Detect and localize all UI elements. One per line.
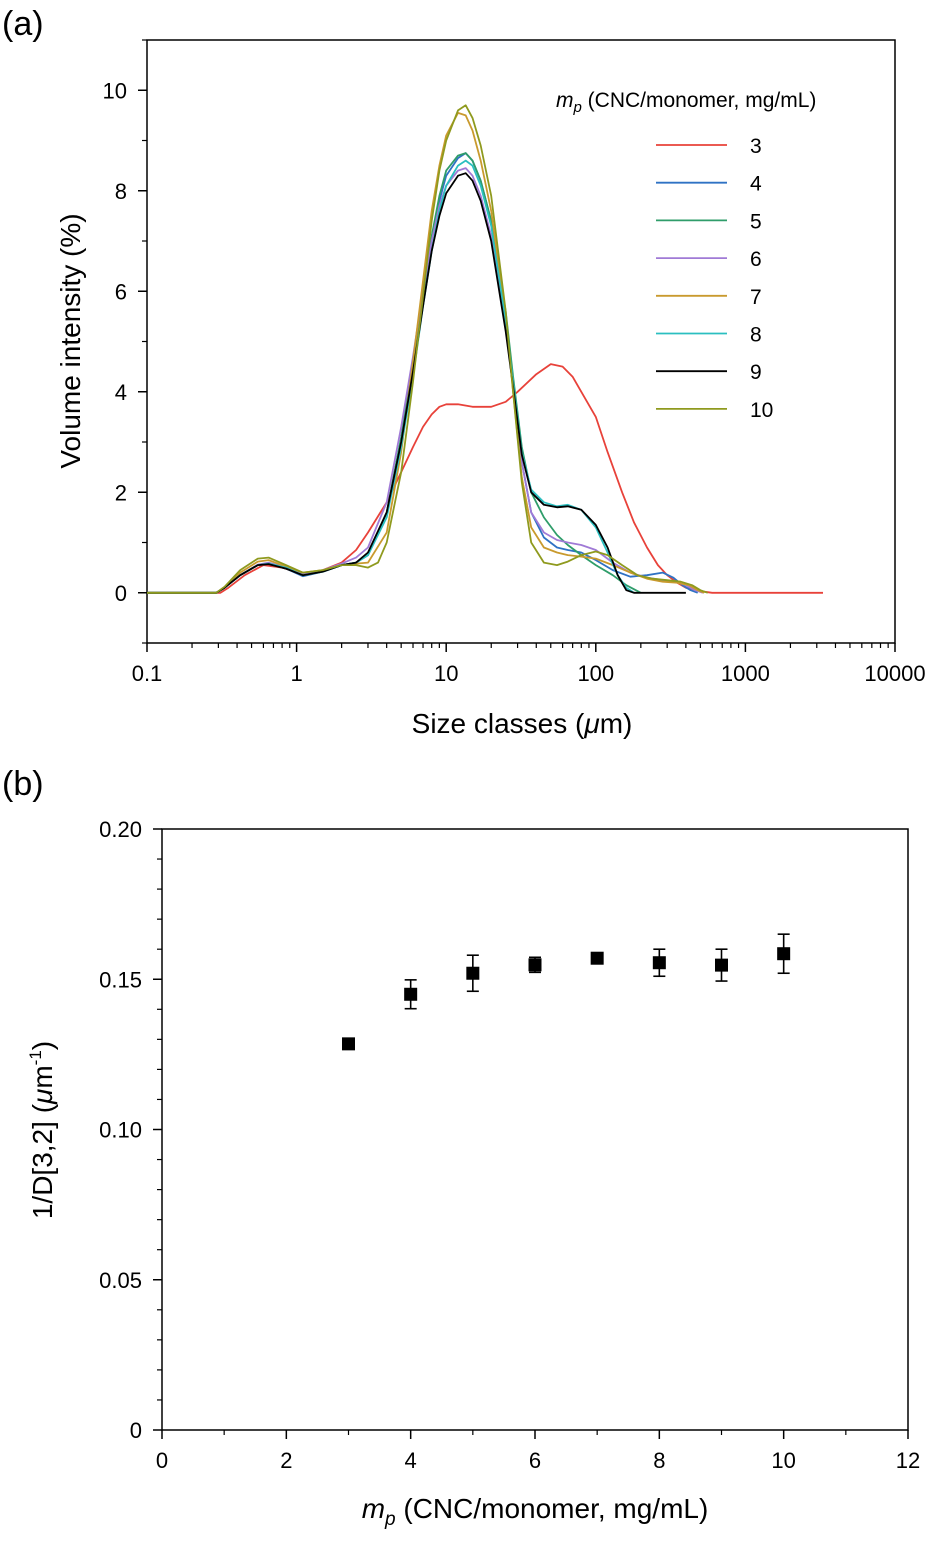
y-tick-label-a: 0 <box>115 581 127 606</box>
panel-b-label: (b) <box>2 765 44 803</box>
panel-b: (b) 0 2 4 6 8 10 12 0 0.05 0.10 0.15 0.20 1/D[3,2] … <box>2 765 920 1530</box>
ylabel-b-close: ) <box>27 1041 58 1050</box>
x-tick-label-b: 10 <box>771 1448 795 1473</box>
ylabel-b-mu: μ <box>27 1089 58 1105</box>
data-point-marker <box>342 1037 355 1051</box>
data-point-marker <box>466 966 480 980</box>
y-tick-label-b: 0.10 <box>99 1118 142 1143</box>
legend-label-8: 8 <box>750 324 762 347</box>
xlabel-a-part1: Size classes ( <box>412 708 585 739</box>
series-line-6 <box>147 167 704 594</box>
x-tick-label-b: 12 <box>896 1448 920 1473</box>
x-tick-label-b: 6 <box>529 1448 541 1473</box>
legend-label-9: 9 <box>750 361 762 384</box>
x-tick-label-b: 0 <box>156 1448 168 1473</box>
x-tick-label-b: 8 <box>653 1448 665 1473</box>
y-tick-label-a: 2 <box>115 480 127 505</box>
plot-b-ticks: 0 2 4 6 8 10 12 0 0.05 0.10 0.15 0.20 <box>99 817 920 1473</box>
data-point-marker <box>715 958 728 972</box>
legend-label-6: 6 <box>750 248 762 271</box>
legend-title-p: p <box>573 99 582 116</box>
legend-label-4: 4 <box>750 173 762 196</box>
plot-a-ticks: 0.1 1 10 100 1000 10000 0 2 4 6 8 10 <box>103 39 926 686</box>
xlabel-a-part2: m) <box>600 708 633 739</box>
ylabel-b-part1: 1/D[3,2] ( <box>27 1103 58 1219</box>
series-line-4 <box>147 152 699 594</box>
y-tick-label-a: 6 <box>115 279 127 304</box>
x-tick-label-a: 100 <box>577 661 614 686</box>
series-line-10 <box>147 104 709 594</box>
y-tick-label-b: 0.20 <box>99 817 142 842</box>
series-line-8 <box>147 159 635 594</box>
x-tick-label-a: 10000 <box>864 661 925 686</box>
plot-b-points <box>342 933 791 1051</box>
series-line-7 <box>147 112 705 594</box>
ylabel-b-m: m <box>27 1065 58 1088</box>
y-tick-label-b: 0.05 <box>99 1268 142 1293</box>
legend-label-10: 10 <box>750 399 773 422</box>
plot-b-xlabel: mp (CNC/monomer, mg/mL) <box>362 1493 709 1530</box>
y-tick-label-a: 8 <box>115 179 127 204</box>
legend-label-5: 5 <box>750 210 762 233</box>
panel-a: (a) 0.1 1 10 100 1000 10000 0 2 4 6 8 10 mp (CNC/mo… <box>2 5 926 739</box>
y-tick-label-b: 0.15 <box>99 967 142 992</box>
xlabel-b-p: p <box>384 1509 396 1530</box>
series-line-3 <box>147 363 823 594</box>
y-tick-label-b: 0 <box>130 1418 142 1443</box>
y-tick-label-a: 4 <box>115 380 127 405</box>
x-tick-label-a: 0.1 <box>132 661 163 686</box>
data-point-marker <box>652 956 666 970</box>
panel-a-label: (a) <box>2 5 44 43</box>
plot-b-ylabel: 1/D[3,2] (μm-1) <box>26 1041 58 1219</box>
plot-a-frame <box>146 39 896 644</box>
xlabel-b-rest: (CNC/monomer, mg/mL) <box>396 1493 709 1524</box>
data-point-marker <box>404 987 418 1001</box>
x-tick-label-a: 1000 <box>721 661 770 686</box>
data-point-marker <box>528 958 542 972</box>
legend-title-rest: (CNC/monomer, mg/mL) <box>582 89 817 112</box>
series-line-9 <box>147 172 686 594</box>
legend-entries: 3 4 5 6 7 8 9 10 <box>656 135 773 422</box>
plot-b-frame <box>161 828 909 1431</box>
ylabel-b-exp: -1 <box>26 1050 45 1065</box>
data-point-marker <box>590 951 604 965</box>
series-line-5 <box>147 152 642 594</box>
plot-a-ylabel: Volume intensity (%) <box>55 213 86 468</box>
x-tick-label-a: 10 <box>434 661 458 686</box>
data-point-marker <box>777 947 791 961</box>
x-tick-label-a: 1 <box>290 661 302 686</box>
legend-title-m: m <box>556 89 574 112</box>
x-tick-label-b: 2 <box>280 1448 292 1473</box>
legend-label-7: 7 <box>750 286 762 309</box>
x-tick-label-b: 4 <box>405 1448 417 1473</box>
xlabel-b-m: m <box>362 1493 385 1524</box>
legend-label-3: 3 <box>750 135 762 158</box>
plot-a-xlabel: Size classes (μm) <box>412 708 633 739</box>
plot-a-legend: mp (CNC/monomer, mg/mL) 3 4 5 6 7 8 9 10 <box>556 89 816 422</box>
y-tick-label-a: 10 <box>103 78 127 103</box>
legend-title: mp (CNC/monomer, mg/mL) <box>556 89 816 116</box>
plot-a-curves <box>147 104 823 594</box>
xlabel-a-mu: μ <box>583 708 599 739</box>
